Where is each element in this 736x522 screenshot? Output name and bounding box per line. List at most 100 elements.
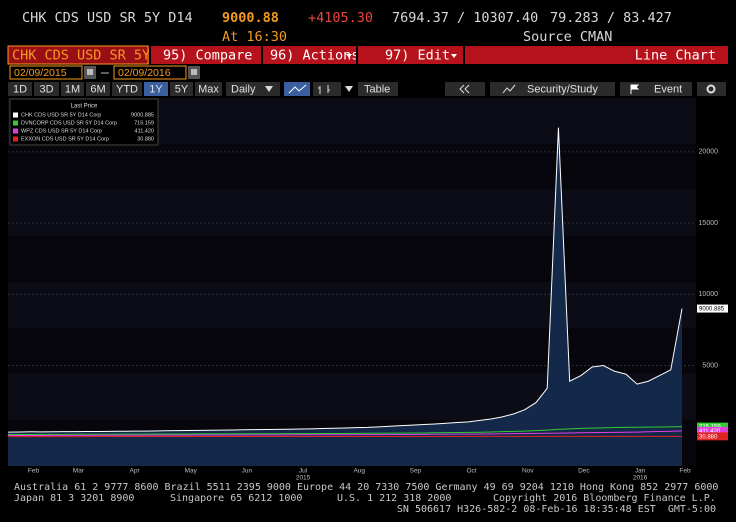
period-button[interactable]: [170, 82, 193, 96]
edit-button[interactable]: 97) Edit: [385, 48, 450, 64]
plot-band: [8, 282, 696, 328]
year-label: 2016: [633, 475, 648, 482]
chart: 5000 10000 15000 20000 Feb Mar Apr May Jun Jul Aug…: [7, 98, 728, 482]
settings-button[interactable]: [697, 82, 726, 96]
period-button[interactable]: [86, 82, 110, 96]
gear-icon: [706, 84, 716, 94]
legend-swatch: [13, 136, 18, 142]
end-date: 02/09/2016: [118, 67, 171, 79]
period-button[interactable]: [112, 82, 142, 96]
source: Source CMAN: [523, 29, 612, 45]
period-button[interactable]: [34, 82, 59, 96]
legend-title: Last Price: [71, 104, 98, 110]
security-name: CHK CDS USD SR 5Y D14: [22, 10, 193, 26]
dropdown-arrow: [451, 54, 457, 58]
footer-copyright: Copyright 2016 Bloomberg Finance L.P.: [493, 493, 716, 504]
legend-swatch: [13, 120, 18, 126]
calendar-glyph: [87, 69, 93, 75]
value-tag: [697, 432, 728, 441]
security-study-button[interactable]: [490, 82, 615, 96]
x-tick-label: Jun: [242, 468, 253, 475]
value-tag: [697, 422, 728, 431]
y-tick-label: 10000: [699, 291, 719, 298]
value-tag: [697, 304, 728, 313]
flag-icon: [630, 84, 640, 94]
period-label: 1D: [13, 83, 27, 95]
quote-time: At 16:30: [222, 29, 287, 45]
value-tag-label: 411.420: [699, 429, 721, 435]
bar-icon: [318, 85, 330, 94]
period-label: YTD: [116, 83, 138, 95]
legend-value: 715.159: [134, 120, 154, 126]
x-tick-label: Feb: [679, 468, 691, 475]
x-tick-label: Mar: [73, 468, 85, 475]
period-label: 1Y: [149, 83, 163, 95]
y-tick-label: 5000: [702, 362, 718, 369]
legend-label: DVNCORP CDS USD SR 5Y D14 Corp: [21, 120, 117, 126]
period-button[interactable]: [195, 82, 222, 96]
series-line: [7, 426, 683, 436]
x-tick-label: Sep: [410, 468, 422, 475]
calendar-glyph: [191, 69, 197, 75]
period-label: 1M: [65, 83, 80, 95]
legend-label: CHK CDS USD SR 5Y D14 Corp: [21, 112, 101, 118]
x-tick-label: Oct: [467, 468, 477, 475]
period-label: Max: [198, 83, 219, 95]
frequency-box[interactable]: [226, 82, 280, 96]
legend-label: EXXON CDS USD SR 5Y D14 Corp: [21, 136, 109, 142]
legend-value: 411.420: [135, 128, 154, 134]
end-date-box[interactable]: [113, 65, 187, 80]
y-tick-label: 15000: [699, 220, 719, 227]
price-range: 7694.37 / 10307.40: [392, 10, 538, 26]
x-tick-label: Apr: [130, 468, 141, 475]
toolbar: [8, 46, 728, 64]
period-label: 6M: [90, 83, 105, 95]
frequency: Daily: [231, 83, 256, 95]
compare-button[interactable]: 95) Compare: [163, 48, 252, 64]
year-label: 2015: [296, 475, 311, 482]
footer-japan: Japan 81 3 3201 8900: [14, 493, 134, 504]
period-button[interactable]: [61, 82, 84, 96]
bar-icon-button[interactable]: [313, 82, 341, 96]
legend-value: 30.880: [137, 136, 154, 142]
legend-value: 9000.885: [131, 112, 154, 118]
table-button[interactable]: [358, 82, 398, 96]
value-tag-label: 30.880: [699, 434, 718, 440]
footer-singapore: Singapore 65 6212 1000: [170, 493, 302, 504]
line-icon: [288, 84, 307, 94]
period-button[interactable]: [8, 82, 32, 96]
dropdown-arrow: [346, 54, 352, 58]
x-tick-label: Jan: [635, 468, 646, 475]
footer-line: SN 506617 H326-582-2 08-Feb-16 18:35:48 …: [397, 504, 716, 515]
footer-us: U.S. 1 212 318 2000: [337, 493, 451, 504]
value-tag: [697, 426, 728, 435]
event: Event: [654, 83, 682, 95]
start-date: 02/09/2015: [14, 67, 67, 79]
start-date-box[interactable]: [9, 65, 83, 80]
y-tick-label: 20000: [699, 149, 719, 156]
x-tick-label: May: [185, 468, 198, 475]
legend: [9, 98, 159, 146]
table-label: Table: [364, 83, 390, 95]
study-icon: [502, 84, 516, 94]
value-tag-label: 9000.885: [699, 307, 725, 313]
security-study: Security/Study: [527, 83, 598, 95]
x-tick-label: Dec: [578, 468, 590, 475]
x-tick-label: Aug: [353, 468, 365, 475]
ticker-box[interactable]: [7, 45, 149, 65]
legend-swatch: [13, 112, 18, 118]
bid-ask: 79.283 / 83.427: [550, 10, 672, 26]
chart-type: Line Chart: [635, 48, 716, 64]
plot-band: [8, 190, 696, 236]
dropdown-arrow: [265, 86, 273, 92]
legend-swatch: [13, 128, 18, 134]
ticker: CHK CDS USD SR 5Y: [12, 48, 150, 64]
period-button[interactable]: [144, 82, 168, 96]
x-tick-label: Nov: [522, 468, 534, 475]
dropdown-arrow: [345, 86, 353, 92]
legend-label: WPZ CDS USD SR 5Y D14 Corp: [21, 128, 102, 134]
period-label: 5Y: [175, 83, 189, 95]
actions-button[interactable]: 96) Actions: [270, 48, 359, 64]
x-tick-label: Feb: [28, 468, 40, 475]
